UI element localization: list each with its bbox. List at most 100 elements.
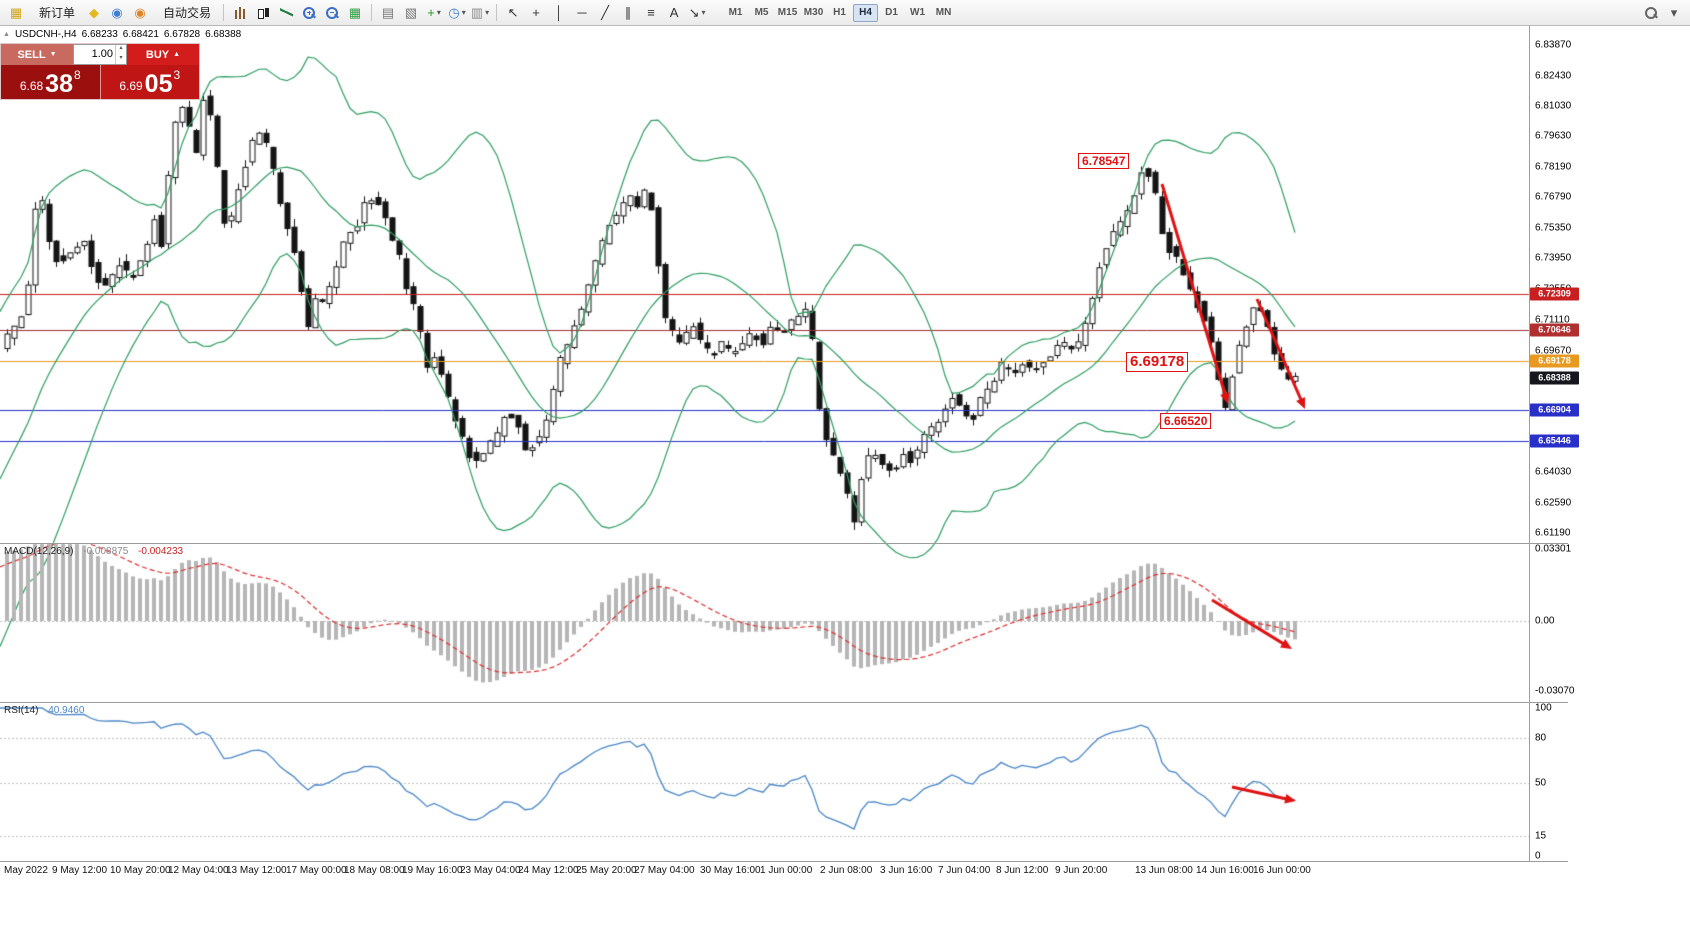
ask-pipette: 3 <box>173 68 181 82</box>
time-axis-label: 23 May 04:00 <box>460 865 521 876</box>
sell-button[interactable]: SELL ▼ <box>1 44 73 65</box>
period-clock-icon[interactable]: ◷ ▾ <box>448 5 466 20</box>
lot-spinner: ▴ ▾ <box>115 45 126 64</box>
timeframe-w1[interactable]: W1 <box>910 7 926 18</box>
add-indicator-icon[interactable]: + ▾ <box>427 5 441 20</box>
price-annotation[interactable]: 6.78547 <box>1078 153 1130 170</box>
ask-price-display[interactable]: 6.69 05 3 <box>99 65 199 99</box>
time-axis-label: 1 Jun 00:00 <box>760 865 813 876</box>
timeframe-h1[interactable]: H1 <box>833 7 846 18</box>
price-axis-label: 6.81030 <box>1535 100 1572 112</box>
chart-expand-icon[interactable]: ▲ <box>3 31 10 38</box>
search-icon[interactable] <box>1640 3 1662 23</box>
candlestick-chart-icon[interactable] <box>252 3 274 23</box>
chart-header: ▲ USDCNH-,H4 6.68233 6.68421 6.67828 6.6… <box>3 29 241 40</box>
crosshair-icon[interactable]: + <box>532 5 540 20</box>
time-axis-label: 16 Jun 00:00 <box>1253 865 1311 876</box>
grid-icon[interactable]: ▦ <box>348 5 362 20</box>
time-axis-label: 2 Jun 08:00 <box>820 865 873 876</box>
time-axis-label: 24 May 12:00 <box>518 865 579 876</box>
panel-separator-rsi-time[interactable] <box>0 861 1568 862</box>
time-axis-label: 19 May 16:00 <box>402 865 463 876</box>
time-axis[interactable]: May 2022 9 May 12:00 10 May 20:00 12 May 04… <box>0 862 1568 882</box>
timeframe-m5[interactable]: M5 <box>754 7 769 18</box>
bid-big-digits: 38 <box>45 70 73 98</box>
chart-open-value: 6.68233 <box>81 29 118 40</box>
vertical-line-icon[interactable]: │ <box>554 5 564 20</box>
time-axis-label: 25 May 20:00 <box>576 865 637 876</box>
bar-chart-icon[interactable] <box>229 3 251 23</box>
news-icon[interactable]: ◆ <box>89 5 100 20</box>
panel-separator-main-macd[interactable] <box>0 543 1568 544</box>
arrows-tool-icon[interactable]: ↘ ▾ <box>688 5 706 20</box>
autotrading-button[interactable]: 自动交易 <box>152 3 218 23</box>
price-axis-label: 6.64030 <box>1535 466 1572 478</box>
bid-prefix: 6.68 <box>19 79 44 93</box>
price-axis-label: 6.75350 <box>1535 222 1572 234</box>
lot-decrease-button[interactable]: ▾ <box>119 54 123 61</box>
price-line-tag: 6.72309 <box>1530 287 1579 301</box>
cascade-windows-icon[interactable]: ▧ <box>404 5 418 20</box>
macd-axis-label: 0.00 <box>1535 615 1555 627</box>
macd-main-value: -0.008875 <box>83 546 129 557</box>
chart-window-icon[interactable]: ▦ <box>9 5 23 20</box>
rsi-axis-label: 50 <box>1535 777 1547 789</box>
timeframe-m1[interactable]: M1 <box>728 7 743 18</box>
price-axis-label: 6.71110 <box>1535 314 1570 326</box>
new-order-button[interactable]: 新订单 <box>28 3 82 23</box>
zoom-in-icon[interactable] <box>298 3 320 23</box>
caret-down-icon: ▾ <box>485 8 490 17</box>
timeframe-m30[interactable]: M30 <box>803 7 824 18</box>
buy-button[interactable]: BUY ▲ <box>127 44 199 65</box>
price-annotation[interactable]: 6.69178 <box>1126 352 1189 372</box>
time-axis-label: 3 Jun 16:00 <box>880 865 933 876</box>
rsi-indicator-label: RSI(14) 40.9460 <box>4 705 84 716</box>
timeframe-m15[interactable]: M15 <box>777 7 798 18</box>
zoom-out-icon[interactable] <box>321 3 343 23</box>
price-annotation[interactable]: 6.66520 <box>1160 413 1212 430</box>
price-axis-label: 6.82430 <box>1535 70 1572 82</box>
macd-axis-label: 0.03301 <box>1535 543 1572 555</box>
rsi-axis-label: 100 <box>1535 702 1552 714</box>
toolbar: ▦ 新订单 ◆ ◉ ◉ 自动交易 ▦ ▤ ▧ + ▾ ◷ ▾ ▥ ▾ ↖ + │ ─ ╱ ∥ ≡ A ↘ ▾ M1 M5 M15 M30… <box>0 0 1690 26</box>
time-axis-label: 27 May 04:00 <box>634 865 695 876</box>
panel-separator-macd-rsi[interactable] <box>0 702 1568 703</box>
price-axis-label: 6.76790 <box>1535 191 1572 203</box>
toolbar-options-icon[interactable]: ▾ <box>1670 5 1678 20</box>
macd-indicator-label: MACD(12,26,9) -0.008875 -0.004233 <box>4 546 183 557</box>
time-axis-label: 13 May 12:00 <box>226 865 287 876</box>
macd-signal-value: -0.004233 <box>138 546 184 557</box>
time-axis-label: 10 May 20:00 <box>110 865 171 876</box>
caret-down-icon: ▾ <box>701 8 706 17</box>
chart-close-value: 6.68388 <box>205 29 242 40</box>
fibonacci-icon[interactable]: ≡ <box>647 5 655 20</box>
cursor-icon[interactable]: ↖ <box>507 5 519 20</box>
one-click-trading-panel: SELL ▼ 1.00 ▴ ▾ BUY ▲ 6.68 38 8 <box>1 44 199 99</box>
bid-price-display[interactable]: 6.68 38 8 <box>1 65 100 99</box>
tile-windows-icon[interactable]: ▤ <box>381 5 395 20</box>
lot-size-input[interactable]: 1.00 ▴ ▾ <box>73 44 127 65</box>
lot-increase-button[interactable]: ▴ <box>119 45 123 51</box>
template-icon[interactable]: ▥ ▾ <box>470 5 490 20</box>
current-price-tag: 6.68388 <box>1530 371 1579 385</box>
community-icon[interactable]: ◉ <box>111 5 123 20</box>
timeframe-h4[interactable]: H4 <box>853 3 879 22</box>
price-axis-label: 6.79630 <box>1535 130 1572 142</box>
horizontal-line-icon[interactable]: ─ <box>577 5 587 20</box>
time-axis-label: 13 Jun 08:00 <box>1135 865 1193 876</box>
price-line-tag: 6.66904 <box>1530 403 1579 417</box>
price-axis-label: 6.69670 <box>1535 345 1572 357</box>
timeframe-mn[interactable]: MN <box>935 7 952 18</box>
caret-down-icon: ▾ <box>436 8 441 17</box>
time-axis-label: 17 May 00:00 <box>286 865 347 876</box>
market-icon[interactable]: ◉ <box>134 5 146 20</box>
trendline-icon[interactable]: ╱ <box>601 5 609 20</box>
price-axis[interactable]: 6.83870 6.82430 6.81030 6.79630 6.78190 6.767… <box>1529 0 1690 943</box>
lot-size-value: 1.00 <box>91 48 113 60</box>
line-chart-icon[interactable] <box>275 3 297 23</box>
timeframe-d1[interactable]: D1 <box>885 7 898 18</box>
text-icon[interactable]: A <box>669 5 679 20</box>
channel-icon[interactable]: ∥ <box>624 5 632 20</box>
time-axis-label: 18 May 08:00 <box>344 865 405 876</box>
